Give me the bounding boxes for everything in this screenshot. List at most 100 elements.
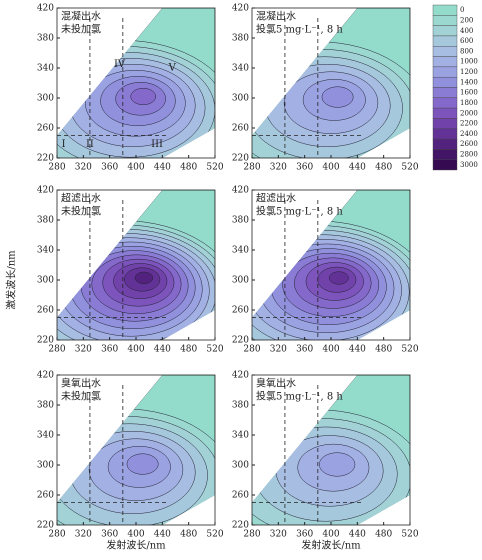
panel-title: 投氯5 mg·L⁻¹, 8 h	[256, 23, 343, 36]
colorbar-cell	[432, 25, 458, 37]
x-tick-label: 280	[243, 530, 260, 540]
x-tick-label: 520	[401, 163, 418, 173]
x-tick-label: 480	[375, 530, 392, 540]
colorbar-cell	[432, 56, 458, 68]
contour-band	[321, 86, 354, 108]
y-tick-label: 220	[37, 521, 54, 531]
x-tick-label: 520	[206, 530, 223, 540]
panel-title: 超滤出水	[61, 192, 101, 205]
colorbar-cell	[432, 76, 458, 88]
colorbar-label: 1000	[460, 58, 478, 66]
contour-field	[57, 190, 215, 340]
x-tick-label: 520	[206, 345, 223, 355]
x-tick-label: 400	[322, 345, 339, 355]
x-tick-label: 440	[154, 163, 171, 173]
x-tick-label: 280	[48, 345, 65, 355]
x-tick-label: 440	[349, 345, 366, 355]
y-tick-label: 340	[37, 431, 54, 441]
colorbar-cell	[432, 87, 458, 99]
y-tick-label: 340	[37, 246, 54, 256]
y-tick-label: 340	[232, 431, 249, 441]
y-tick-label: 300	[232, 276, 249, 286]
x-axis-label: 发射波长/nm	[301, 539, 361, 552]
colorbar-cell	[432, 35, 458, 47]
colorbar-label: 3000	[460, 161, 478, 169]
annotation: I	[62, 139, 66, 150]
x-tick-label: 400	[127, 530, 144, 540]
x-tick-label: 280	[48, 530, 65, 540]
y-tick-label: 300	[232, 94, 249, 104]
y-tick-label: 220	[232, 154, 249, 164]
panel-title: 投氯5 mg·L⁻¹, 8 h	[256, 390, 343, 403]
x-tick-label: 400	[322, 530, 339, 540]
colorbar-cell	[432, 128, 458, 140]
colorbar-label: 1400	[460, 78, 478, 86]
colorbar-label: 2800	[460, 151, 478, 159]
y-tick-label: 340	[232, 246, 249, 256]
colorbar-cell	[432, 15, 458, 26]
contour-band	[318, 452, 356, 477]
x-tick-label: 360	[296, 345, 313, 355]
y-tick-label: 420	[37, 4, 54, 14]
annotation: III	[151, 139, 163, 150]
colorbar-label: 0	[460, 6, 464, 14]
y-tick-label: 420	[37, 186, 54, 196]
colorbar-label: 2200	[460, 120, 478, 128]
x-tick-label: 480	[375, 345, 392, 355]
colorbar-cell	[432, 138, 458, 150]
x-tick-label: 320	[270, 345, 287, 355]
colorbar-label: 800	[460, 47, 473, 55]
x-tick-label: 320	[270, 530, 287, 540]
colorbar-label: 1800	[460, 99, 478, 107]
y-tick-label: 420	[232, 186, 249, 196]
x-tick-label: 480	[180, 345, 197, 355]
x-tick-label: 400	[322, 163, 339, 173]
x-tick-label: 440	[154, 530, 171, 540]
y-tick-label: 300	[37, 461, 54, 471]
panel-title: 臭氧出水	[256, 377, 296, 390]
y-tick-label: 260	[37, 124, 54, 134]
x-tick-label: 440	[349, 163, 366, 173]
y-tick-label: 340	[37, 64, 54, 74]
y-tick-label: 260	[37, 306, 54, 316]
y-tick-label: 220	[37, 336, 54, 346]
panel-title: 混凝出水	[256, 10, 296, 23]
colorbar-label: 1600	[460, 89, 478, 97]
y-tick-label: 380	[232, 34, 249, 44]
colorbar-cell	[432, 4, 458, 16]
x-tick-label: 320	[270, 163, 287, 173]
y-tick-label: 340	[232, 64, 249, 74]
y-tick-label: 420	[232, 371, 249, 381]
colorbar-label: 400	[460, 27, 473, 35]
panel-title: 混凝出水	[61, 10, 101, 23]
x-tick-label: 520	[401, 530, 418, 540]
y-tick-label: 300	[232, 461, 249, 471]
colorbar-label: 1200	[460, 68, 478, 76]
colorbar-label: 600	[460, 37, 473, 45]
x-axis-label: 发射波长/nm	[106, 539, 166, 552]
y-tick-label: 260	[232, 306, 249, 316]
colorbar-label: 2000	[460, 109, 478, 117]
y-tick-label: 260	[37, 491, 54, 501]
annotation: V	[168, 63, 177, 74]
x-tick-label: 440	[154, 345, 171, 355]
x-tick-label: 400	[127, 345, 144, 355]
y-tick-label: 220	[37, 154, 54, 164]
colorbar-cell	[432, 107, 458, 119]
colorbar-cell	[432, 118, 458, 129]
annotation: IV	[114, 59, 126, 70]
colorbar-label: 200	[460, 16, 473, 24]
y-tick-label: 380	[232, 216, 249, 226]
colorbar-cell	[432, 149, 458, 160]
x-tick-label: 360	[101, 530, 118, 540]
x-tick-label: 280	[48, 163, 65, 173]
y-tick-label: 420	[232, 4, 249, 14]
y-axis-label: 激发波长/nm	[5, 250, 18, 310]
x-tick-label: 480	[180, 530, 197, 540]
x-tick-label: 400	[127, 163, 144, 173]
x-tick-label: 480	[375, 163, 392, 173]
x-tick-label: 280	[243, 345, 260, 355]
colorbar-cell	[432, 66, 458, 78]
y-tick-label: 380	[37, 216, 54, 226]
